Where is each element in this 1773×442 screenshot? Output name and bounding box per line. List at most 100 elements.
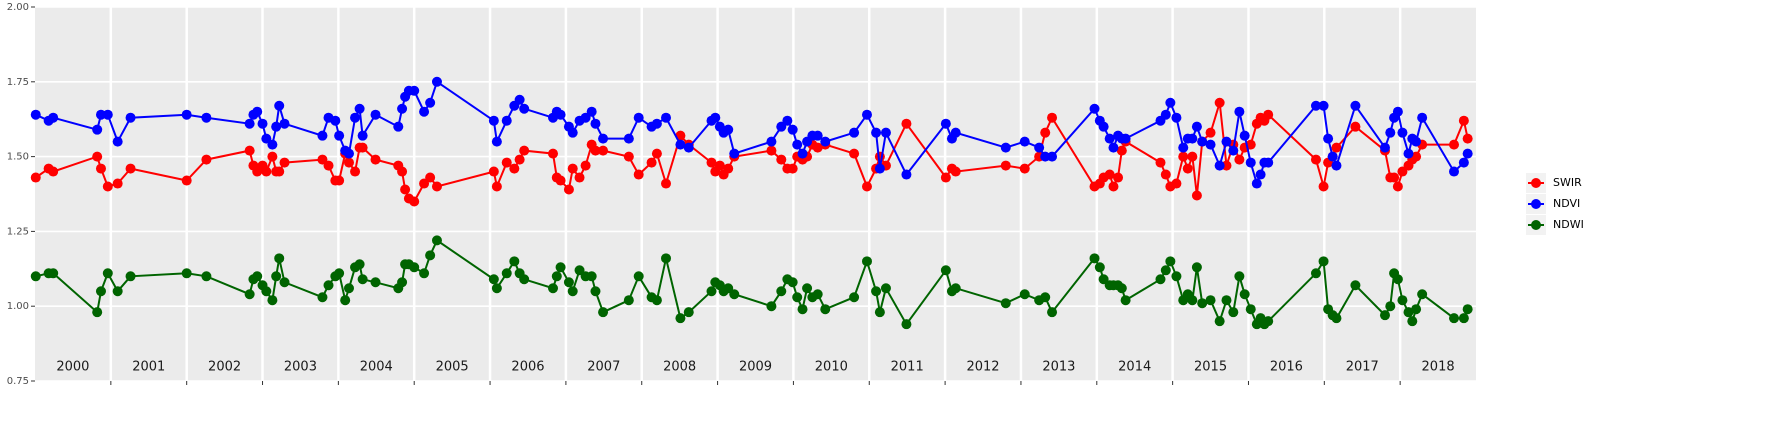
data-point — [766, 301, 777, 312]
data-point — [623, 295, 634, 306]
data-point — [651, 295, 662, 306]
data-point — [95, 163, 106, 174]
data-point — [201, 271, 212, 282]
data-point — [102, 181, 113, 192]
panel-label: 2012 — [966, 360, 999, 375]
data-point — [1221, 136, 1232, 147]
data-point — [279, 118, 290, 129]
data-point — [940, 172, 951, 183]
data-point — [1034, 142, 1045, 153]
data-point — [766, 145, 777, 156]
data-point — [1094, 262, 1105, 273]
data-point — [1160, 169, 1171, 180]
data-point — [323, 280, 334, 291]
data-point — [279, 277, 290, 288]
data-point — [563, 277, 574, 288]
data-point — [567, 127, 578, 138]
data-point — [1205, 139, 1216, 150]
data-point — [92, 151, 103, 162]
data-point — [1116, 145, 1127, 156]
data-point — [633, 112, 644, 123]
data-point — [1458, 157, 1469, 168]
plot-background — [35, 7, 1476, 381]
data-point — [1331, 313, 1342, 324]
panel-label: 2015 — [1194, 360, 1227, 375]
data-point — [548, 283, 559, 294]
data-point — [488, 115, 499, 126]
data-point — [491, 181, 502, 192]
data-point — [181, 109, 192, 120]
data-point — [729, 148, 740, 159]
data-point — [425, 172, 436, 183]
data-point — [651, 148, 662, 159]
data-point — [514, 154, 525, 165]
data-point — [849, 127, 860, 138]
data-point — [1000, 142, 1011, 153]
data-point — [1214, 160, 1225, 171]
data-point — [1171, 178, 1182, 189]
data-point — [1234, 271, 1245, 282]
data-point — [598, 307, 609, 318]
data-point — [519, 103, 530, 114]
data-point — [861, 256, 872, 267]
panel-label: 2018 — [1422, 360, 1455, 375]
data-point — [1191, 262, 1202, 273]
data-point — [792, 139, 803, 150]
data-point — [357, 274, 368, 285]
panel-label: 2011 — [891, 360, 924, 375]
data-point — [861, 181, 872, 192]
data-point — [1197, 298, 1208, 309]
data-point — [1462, 148, 1473, 159]
data-point — [201, 154, 212, 165]
data-point — [92, 124, 103, 135]
data-point — [1191, 121, 1202, 132]
data-point — [1239, 289, 1250, 300]
data-point — [340, 295, 351, 306]
data-point — [1187, 151, 1198, 162]
data-point — [1385, 301, 1396, 312]
data-point — [1205, 127, 1216, 138]
data-point — [551, 271, 562, 282]
y-tick-label: 1.00 — [7, 301, 29, 312]
data-point — [901, 118, 912, 129]
legend-label: SWIR — [1553, 176, 1582, 189]
data-point — [1407, 316, 1418, 327]
data-point — [519, 145, 530, 156]
legend-swatch — [1531, 199, 1541, 209]
data-point — [1245, 157, 1256, 168]
data-point — [563, 184, 574, 195]
data-point — [1385, 127, 1396, 138]
data-point — [1331, 142, 1342, 153]
data-point — [102, 109, 113, 120]
data-point — [1462, 304, 1473, 315]
data-point — [1000, 160, 1011, 171]
data-point — [409, 85, 420, 96]
data-point — [567, 163, 578, 174]
data-point — [1155, 274, 1166, 285]
data-point — [802, 283, 813, 294]
data-point — [797, 148, 808, 159]
data-point — [586, 106, 597, 117]
data-point — [1310, 268, 1321, 279]
data-point — [1263, 157, 1274, 168]
data-point — [567, 286, 578, 297]
data-point — [776, 286, 787, 297]
panel-label: 2003 — [284, 360, 317, 375]
data-point — [1205, 295, 1216, 306]
data-point — [1350, 121, 1361, 132]
data-point — [1104, 169, 1115, 180]
data-point — [706, 286, 717, 297]
data-point — [1000, 298, 1011, 309]
data-point — [354, 259, 365, 270]
data-point — [1458, 115, 1469, 126]
data-point — [244, 118, 255, 129]
data-point — [950, 283, 961, 294]
data-point — [1245, 304, 1256, 315]
data-point — [488, 166, 499, 177]
data-point — [586, 271, 597, 282]
data-point — [343, 157, 354, 168]
data-point — [1234, 154, 1245, 165]
data-point — [125, 271, 136, 282]
data-point — [514, 94, 525, 105]
